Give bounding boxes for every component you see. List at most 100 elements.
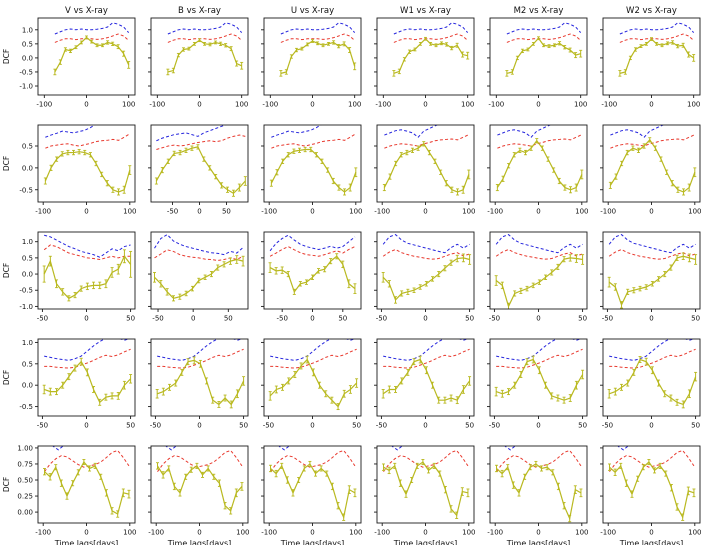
x-tick-label: -100 xyxy=(262,101,278,109)
red-confidence-curve xyxy=(497,134,583,149)
red-confidence-curve xyxy=(495,248,583,260)
subplot-row2-col4-w1: -100 0 100 xyxy=(374,124,475,216)
x-tick-label: 0 xyxy=(649,529,653,537)
x-tick-label: 0 xyxy=(536,529,540,537)
subplot-row4-col5-m2: -50 0 50 xyxy=(487,338,588,430)
subplot-row4-col4-w1: -50 0 50 xyxy=(374,338,475,430)
x-tick-label: 50 xyxy=(352,422,361,430)
x-axis-label: Time lags[days] xyxy=(54,539,119,545)
plot-area xyxy=(279,22,357,77)
red-confidence-curve xyxy=(609,348,696,369)
subplot-row1-col4-w1: -100 0 100 W1 vs X-ray xyxy=(374,6,475,109)
red-confidence-curve xyxy=(271,133,357,149)
plot-area xyxy=(53,22,131,76)
y-tick-label: -0.5 xyxy=(19,287,33,295)
red-confidence-curve xyxy=(44,348,131,369)
x-tick-label: -100 xyxy=(261,208,277,216)
dcf-curve xyxy=(608,358,697,406)
x-tick-label: -100 xyxy=(600,208,616,216)
blue-confidence-curve xyxy=(617,446,629,451)
x-tick-label: 0 xyxy=(423,422,427,430)
x-tick-label: 50 xyxy=(691,315,700,323)
x-axis-label: Time lags[days] xyxy=(280,539,345,545)
x-tick-label: 0 xyxy=(536,208,540,216)
x-tick-label: 0 xyxy=(310,315,314,323)
x-axis-label: Time lags[days] xyxy=(393,539,458,545)
dcf-curve xyxy=(44,461,130,515)
x-tick-label: -100 xyxy=(487,529,503,537)
red-confidence-curve xyxy=(44,449,130,472)
subplot-row5-col5-m2: -100 0 100 Time lags[days] xyxy=(487,445,588,545)
x-tick-label: 0 xyxy=(191,315,195,323)
plot-area xyxy=(153,233,245,302)
dcf-curve xyxy=(155,146,246,194)
x-tick-label: 100 xyxy=(462,529,475,537)
x-tick-label: 0 xyxy=(310,208,314,216)
x-tick-label: 100 xyxy=(574,101,587,109)
plot-area xyxy=(268,339,359,411)
subplot-row3-col1-v: -50 0 50 1.0 0.5 0.0 -0.5 -1.0 DCF xyxy=(2,231,136,323)
x-tick-label: 0 xyxy=(310,529,314,537)
dcf-curve xyxy=(495,358,584,401)
x-tick-label: 0 xyxy=(84,422,88,430)
x-tick-label: -100 xyxy=(374,529,390,537)
x-tick-label: 100 xyxy=(688,208,701,216)
subplot-row2-col5-m2: -100 0 100 xyxy=(487,124,588,216)
red-confidence-curve xyxy=(506,33,582,43)
subplot-row2-col1-v: -100 0 100 0.5 0.0 -0.5 DCF xyxy=(2,124,136,216)
plot-area xyxy=(607,446,696,521)
red-confidence-curve xyxy=(54,33,130,43)
plot-area xyxy=(505,22,583,77)
subplot-title: W2 vs X-ray xyxy=(626,6,677,16)
y-tick-label: 1.0 xyxy=(22,238,33,246)
x-tick-label: -50 xyxy=(152,315,163,323)
x-tick-label: -100 xyxy=(35,529,51,537)
red-confidence-curve xyxy=(269,245,356,257)
plot-area xyxy=(382,125,471,196)
blue-confidence-curve xyxy=(280,22,356,35)
dcf-curve xyxy=(43,255,132,300)
x-tick-label: 100 xyxy=(349,529,362,537)
blue-confidence-curve xyxy=(45,125,96,138)
subplot-row4-col6-w2: -50 0 50 xyxy=(600,338,701,430)
dcf-curve xyxy=(383,142,470,193)
red-confidence-curve xyxy=(383,348,470,369)
dcf-curve xyxy=(154,258,244,299)
dcf-curve xyxy=(269,358,358,408)
blue-confidence-curve xyxy=(497,125,552,138)
y-tick-label: 1.0 xyxy=(22,26,33,34)
x-tick-label: 100 xyxy=(349,208,362,216)
x-tick-label: 100 xyxy=(575,208,588,216)
y-tick-label: 0.0 xyxy=(22,54,33,62)
subplot-row1-col3-u: -100 0 100 U vs X-ray xyxy=(261,6,362,109)
y-axis-label: DCF xyxy=(2,49,11,64)
subplot-row5-col2-b: -100 0 100 Time lags[days] xyxy=(148,445,249,545)
subplot-title: M2 vs X-ray xyxy=(514,6,564,16)
y-axis-label: DCF xyxy=(2,370,11,385)
dcf-curve xyxy=(270,463,356,520)
dcf-curve xyxy=(44,151,131,193)
subplot-title: V vs X-ray xyxy=(65,6,108,16)
red-confidence-curve xyxy=(43,244,131,261)
x-tick-label: 100 xyxy=(122,101,135,109)
blue-confidence-curve xyxy=(610,125,665,138)
x-tick-label: 100 xyxy=(687,101,700,109)
red-confidence-curve xyxy=(610,134,696,149)
y-tick-label: 0.5 xyxy=(22,254,33,262)
x-tick-label: -100 xyxy=(36,101,52,109)
x-tick-label: 50 xyxy=(239,422,248,430)
plot-area xyxy=(42,446,131,518)
x-tick-label: -100 xyxy=(488,101,504,109)
x-tick-label: -50 xyxy=(37,315,48,323)
dcf-curve xyxy=(495,257,583,309)
blue-confidence-curve xyxy=(269,234,356,252)
y-tick-label: 1.0 xyxy=(22,339,33,347)
blue-confidence-curve xyxy=(391,446,403,451)
dcf-curve xyxy=(382,358,471,401)
x-tick-label: 0 xyxy=(197,422,201,430)
red-confidence-curve xyxy=(280,33,356,43)
red-confidence-curve xyxy=(270,348,357,369)
blue-confidence-curve xyxy=(393,22,469,35)
x-tick-label: -100 xyxy=(261,529,277,537)
